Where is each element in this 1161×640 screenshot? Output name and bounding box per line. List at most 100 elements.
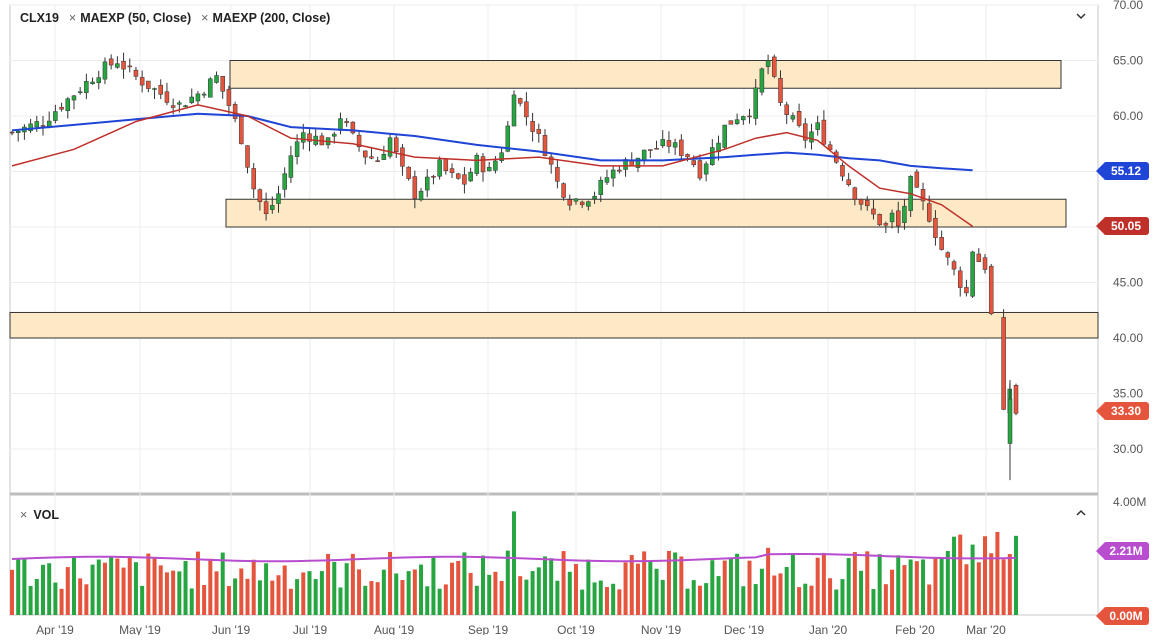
candle-body bbox=[387, 137, 393, 157]
price-tick-label: 35.00 bbox=[1113, 387, 1143, 401]
volume-bar bbox=[611, 583, 616, 615]
volume-bar bbox=[927, 584, 932, 615]
candle-body bbox=[350, 121, 356, 134]
volume-bar bbox=[96, 559, 101, 615]
candle-body bbox=[672, 142, 678, 148]
price-tick-label: 65.00 bbox=[1113, 54, 1143, 68]
candle-body bbox=[753, 87, 758, 119]
volume-bar bbox=[53, 582, 58, 615]
volume-bar bbox=[747, 560, 752, 615]
volume-bar bbox=[536, 567, 541, 615]
volume-bar bbox=[921, 559, 926, 615]
candle-body bbox=[133, 69, 139, 77]
candle-body bbox=[480, 156, 486, 173]
candle-body bbox=[685, 154, 690, 158]
volume-bar bbox=[369, 581, 374, 615]
volume-bar bbox=[741, 586, 746, 615]
time-tick-label: Mar '20 bbox=[966, 623, 1006, 635]
ma50-value-badge: 50.05 bbox=[1096, 217, 1149, 235]
volume-bar bbox=[821, 552, 826, 615]
volume-bar bbox=[78, 578, 83, 615]
candle-body bbox=[548, 156, 554, 165]
volume-bar bbox=[65, 567, 70, 615]
candle-body bbox=[957, 270, 963, 288]
volume-bar bbox=[852, 552, 857, 615]
ma50-label[interactable]: MAEXP (50, Close) bbox=[80, 11, 192, 25]
volume-bar bbox=[753, 584, 758, 615]
volume-bar bbox=[512, 511, 516, 615]
ma50-line bbox=[11, 104, 974, 228]
candle-body bbox=[542, 134, 548, 156]
candle-body bbox=[344, 121, 349, 123]
candle-body bbox=[189, 96, 194, 103]
volume-bar bbox=[419, 564, 424, 615]
time-tick-label: Dec '19 bbox=[724, 623, 765, 635]
volume-bar bbox=[400, 580, 405, 615]
volume-bar bbox=[493, 571, 498, 615]
volume-bar bbox=[332, 561, 337, 615]
volume-bar bbox=[592, 582, 597, 615]
volume-bar bbox=[586, 559, 591, 615]
candle-body bbox=[926, 203, 932, 222]
candle-body bbox=[263, 201, 269, 214]
candle-body bbox=[741, 116, 746, 121]
volume-bar bbox=[375, 582, 380, 615]
price-legend: CLX19 × MAEXP (50, Close) × MAEXP (200, Cl… bbox=[20, 11, 330, 25]
candle-body bbox=[28, 123, 33, 132]
candle-body bbox=[945, 252, 951, 258]
volume-bar bbox=[127, 556, 132, 615]
candle-body bbox=[437, 159, 442, 177]
candle-body bbox=[332, 133, 337, 137]
candle-body bbox=[474, 154, 480, 174]
candle-body bbox=[139, 77, 145, 86]
volume-bar bbox=[598, 580, 603, 615]
volume-bar bbox=[722, 560, 727, 615]
candle-body bbox=[679, 139, 684, 156]
candle-body bbox=[635, 157, 641, 168]
candle-body bbox=[400, 147, 405, 167]
remove-volume-icon[interactable]: × bbox=[20, 508, 28, 522]
chevron-up-icon[interactable] bbox=[1075, 507, 1087, 522]
volume-bar bbox=[202, 584, 207, 615]
volume-bar bbox=[790, 554, 795, 615]
volume-bar bbox=[16, 558, 21, 615]
candle-body bbox=[239, 115, 244, 145]
volume-bar bbox=[989, 553, 994, 615]
volume-bar bbox=[133, 562, 138, 615]
volume-bar bbox=[499, 580, 504, 615]
volume-bar bbox=[226, 586, 231, 615]
candle-body bbox=[654, 148, 659, 150]
volume-label[interactable]: VOL bbox=[33, 508, 60, 522]
remove-ma200-icon[interactable]: × bbox=[201, 11, 209, 25]
candle-body bbox=[214, 75, 219, 83]
candle-body bbox=[902, 205, 907, 223]
volume-bar bbox=[140, 585, 145, 615]
volume-bar bbox=[958, 534, 963, 615]
volume-bar bbox=[288, 588, 293, 615]
volume-bar bbox=[177, 571, 182, 615]
volume-bar bbox=[964, 564, 969, 615]
candle-body bbox=[778, 78, 783, 103]
ma200-label[interactable]: MAEXP (200, Close) bbox=[212, 11, 331, 25]
volume-bar bbox=[214, 571, 219, 615]
volume-bar bbox=[239, 568, 244, 615]
volume-bar bbox=[654, 568, 659, 615]
candle-body bbox=[307, 133, 312, 142]
candle-body bbox=[920, 189, 926, 202]
volume-bar bbox=[326, 553, 331, 615]
volume-bar bbox=[883, 584, 888, 615]
symbol-label[interactable]: CLX19 bbox=[20, 11, 59, 25]
candle-body bbox=[294, 141, 300, 157]
remove-ma50-icon[interactable]: × bbox=[68, 11, 77, 25]
chevron-down-icon[interactable] bbox=[1075, 10, 1087, 25]
candle-body bbox=[201, 93, 207, 96]
volume-bar bbox=[251, 559, 256, 615]
volume-bar bbox=[555, 580, 560, 615]
candle-body bbox=[895, 210, 901, 227]
volume-bar bbox=[363, 585, 368, 615]
time-tick-label: Apr '19 bbox=[36, 623, 74, 635]
volume-bar bbox=[90, 564, 95, 615]
candle-body bbox=[610, 169, 616, 179]
